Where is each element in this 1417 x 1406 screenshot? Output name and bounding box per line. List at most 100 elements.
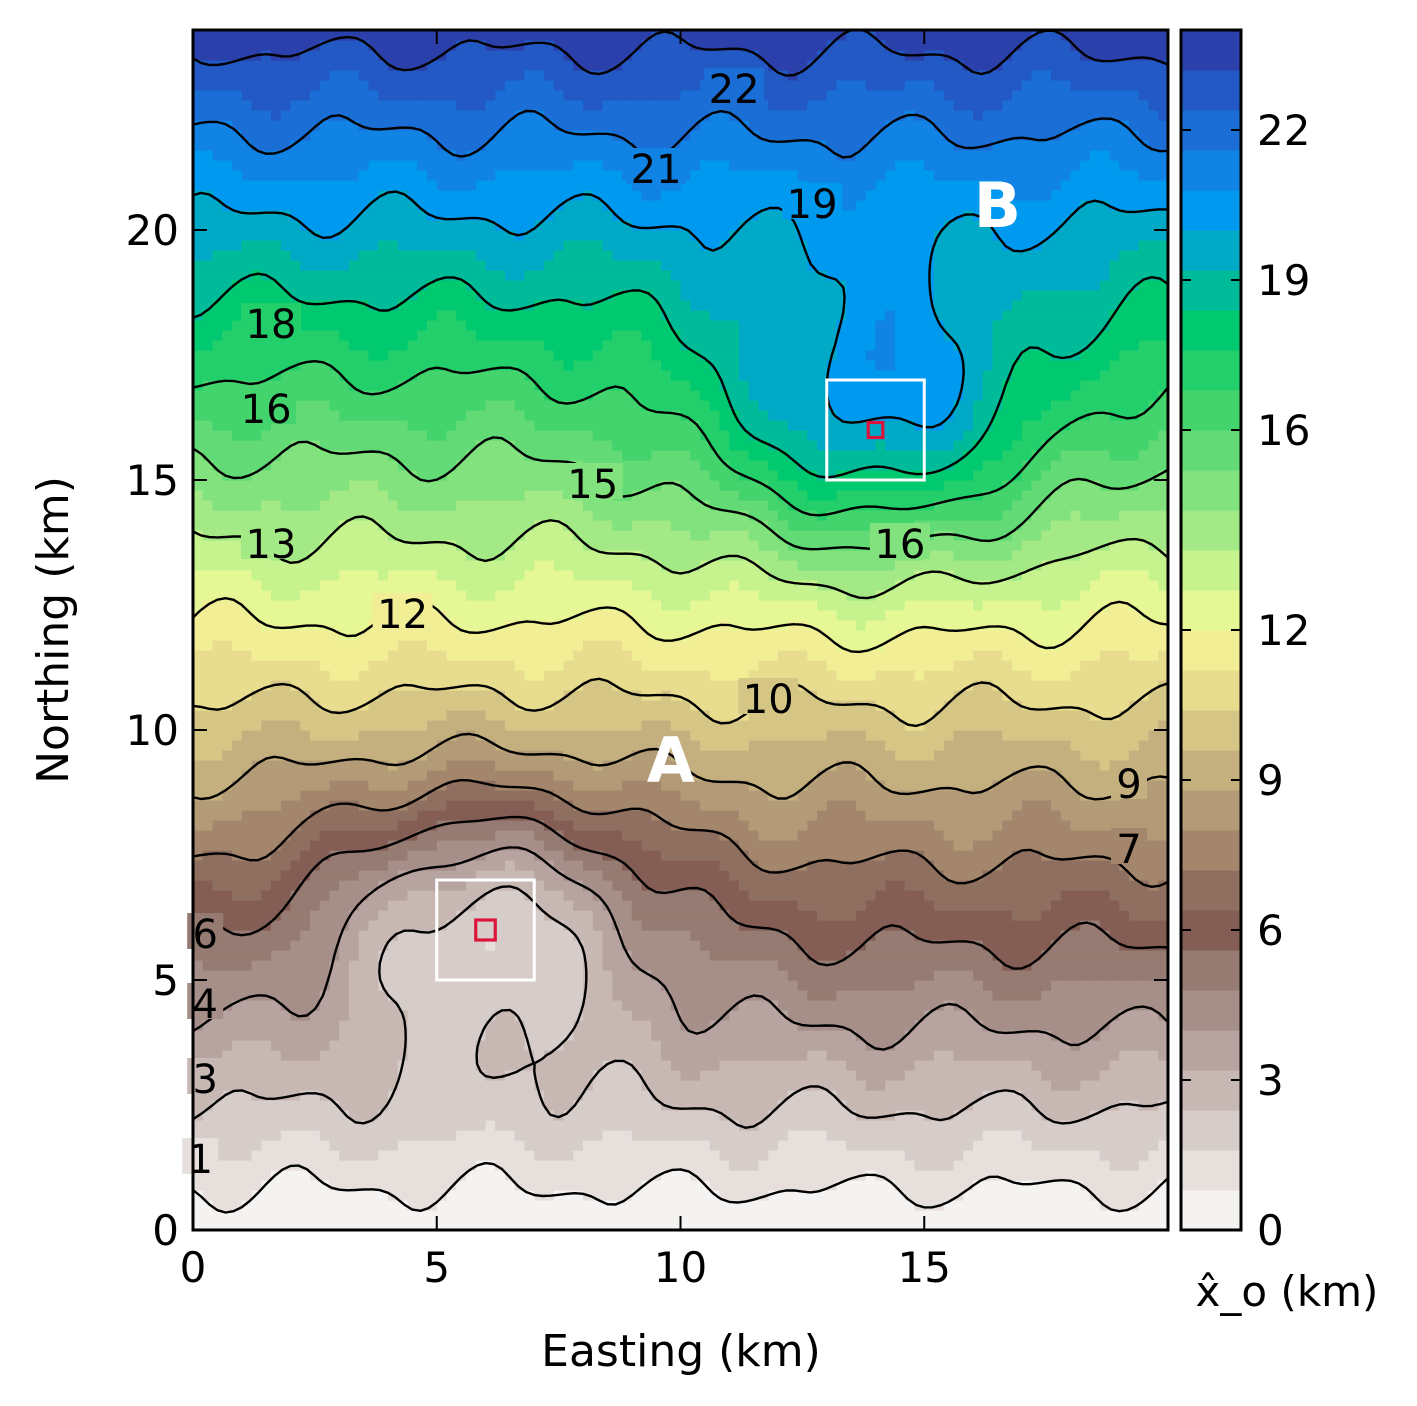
contour-cell bbox=[1099, 1040, 1111, 1051]
contour-cell bbox=[758, 1180, 769, 1191]
contour-cell bbox=[982, 970, 994, 981]
contour-cell bbox=[475, 1110, 487, 1121]
contour-cell bbox=[1080, 1090, 1091, 1101]
contour-cell bbox=[319, 730, 331, 741]
contour-cell bbox=[427, 880, 438, 891]
contour-cell bbox=[1080, 1000, 1091, 1011]
contour-cell bbox=[963, 1060, 974, 1071]
contour-cell bbox=[446, 780, 457, 791]
contour-cell bbox=[495, 1140, 506, 1151]
contour-cell bbox=[875, 980, 886, 991]
contour-cell bbox=[1090, 910, 1101, 921]
contour-cell bbox=[612, 1150, 623, 1161]
contour-cell bbox=[934, 1180, 945, 1191]
contour-cell bbox=[319, 1010, 331, 1021]
contour-cell bbox=[807, 770, 818, 781]
contour-cell bbox=[368, 920, 379, 931]
contour-cell bbox=[1021, 1100, 1033, 1111]
contour-cell bbox=[826, 800, 838, 811]
contour-cell bbox=[1031, 1200, 1042, 1211]
contour-cell bbox=[466, 970, 477, 981]
contour-cell bbox=[397, 1130, 409, 1141]
contour-cell bbox=[768, 900, 779, 911]
contour-cell bbox=[339, 990, 350, 1001]
contour-cell bbox=[973, 760, 984, 771]
contour-cell bbox=[534, 1140, 545, 1151]
contour-cell bbox=[251, 960, 262, 971]
contour-cell bbox=[1012, 890, 1023, 901]
contour-cell bbox=[300, 790, 311, 801]
contour-cell bbox=[1099, 810, 1111, 821]
contour-cell bbox=[631, 910, 643, 921]
contour-cell bbox=[1090, 830, 1101, 841]
contour-cell bbox=[924, 890, 935, 901]
contour-cell bbox=[251, 730, 262, 741]
contour-cell bbox=[349, 990, 360, 1001]
contour-cell bbox=[1138, 810, 1150, 821]
contour-cell bbox=[427, 1130, 438, 1141]
contour-cell bbox=[1080, 880, 1091, 891]
contour-cell bbox=[358, 1190, 370, 1201]
contour-cell bbox=[1158, 1140, 1168, 1151]
contour-cell bbox=[680, 970, 691, 981]
contour-cell bbox=[1099, 840, 1111, 851]
contour-cell bbox=[992, 920, 1003, 931]
contour-cell bbox=[446, 900, 457, 911]
contour-cell bbox=[1031, 800, 1042, 811]
contour-cell bbox=[563, 920, 574, 931]
contour-cell bbox=[797, 1070, 808, 1081]
contour-cell bbox=[895, 760, 906, 771]
contour-cell bbox=[768, 1050, 779, 1061]
contour-cell bbox=[329, 1040, 340, 1051]
contour-cell bbox=[680, 1080, 691, 1091]
contour-cell bbox=[368, 990, 379, 1001]
contour-cell bbox=[758, 740, 769, 751]
contour-cell bbox=[1041, 1030, 1052, 1041]
contour-cell bbox=[865, 1180, 877, 1191]
contour-cell bbox=[300, 1110, 311, 1121]
contour-cell bbox=[222, 1220, 233, 1230]
contour-cell bbox=[895, 900, 906, 911]
contour-cell bbox=[719, 1040, 730, 1051]
contour-cell bbox=[1148, 1120, 1159, 1131]
contour-cell bbox=[319, 750, 331, 761]
contour-cell bbox=[602, 810, 613, 821]
contour-cell bbox=[670, 1180, 682, 1191]
contour-cell bbox=[456, 1190, 467, 1201]
contour-cell bbox=[349, 1100, 360, 1111]
contour-cell bbox=[1158, 1170, 1168, 1181]
contour-cell bbox=[1080, 810, 1091, 821]
contour-cell bbox=[680, 1130, 691, 1141]
contour-cell bbox=[709, 1150, 721, 1161]
contour-cell bbox=[1080, 870, 1091, 881]
contour-cell bbox=[310, 1040, 321, 1051]
contour-cell bbox=[417, 1090, 428, 1101]
contour-cell bbox=[388, 1200, 399, 1211]
contour-cell bbox=[495, 820, 506, 831]
contour-cell bbox=[485, 1210, 496, 1221]
contour-cell bbox=[963, 1010, 974, 1021]
contour-cell bbox=[212, 890, 223, 901]
contour-cell bbox=[1021, 730, 1033, 741]
contour-cell bbox=[1060, 1010, 1072, 1021]
contour-cell bbox=[573, 1020, 584, 1031]
contour-cell bbox=[534, 780, 545, 791]
contour-cell bbox=[446, 800, 457, 811]
contour-cell bbox=[1158, 1060, 1168, 1071]
contour-cell bbox=[690, 1110, 701, 1121]
contour-cell bbox=[1021, 1080, 1033, 1091]
contour-cell bbox=[661, 960, 672, 971]
contour-cell bbox=[846, 810, 857, 821]
contour-cell bbox=[466, 1150, 477, 1161]
contour-cell bbox=[641, 810, 652, 821]
contour-cell bbox=[1031, 940, 1042, 951]
contour-cell bbox=[495, 1150, 506, 1161]
contour-cell bbox=[417, 1220, 428, 1230]
contour-cell bbox=[807, 970, 818, 981]
contour-cell bbox=[446, 910, 457, 921]
contour-cell bbox=[241, 840, 253, 851]
contour-cell bbox=[817, 900, 828, 911]
contour-cell bbox=[1070, 1000, 1081, 1011]
contour-cell bbox=[690, 1000, 701, 1011]
contour-cell bbox=[407, 1190, 418, 1201]
